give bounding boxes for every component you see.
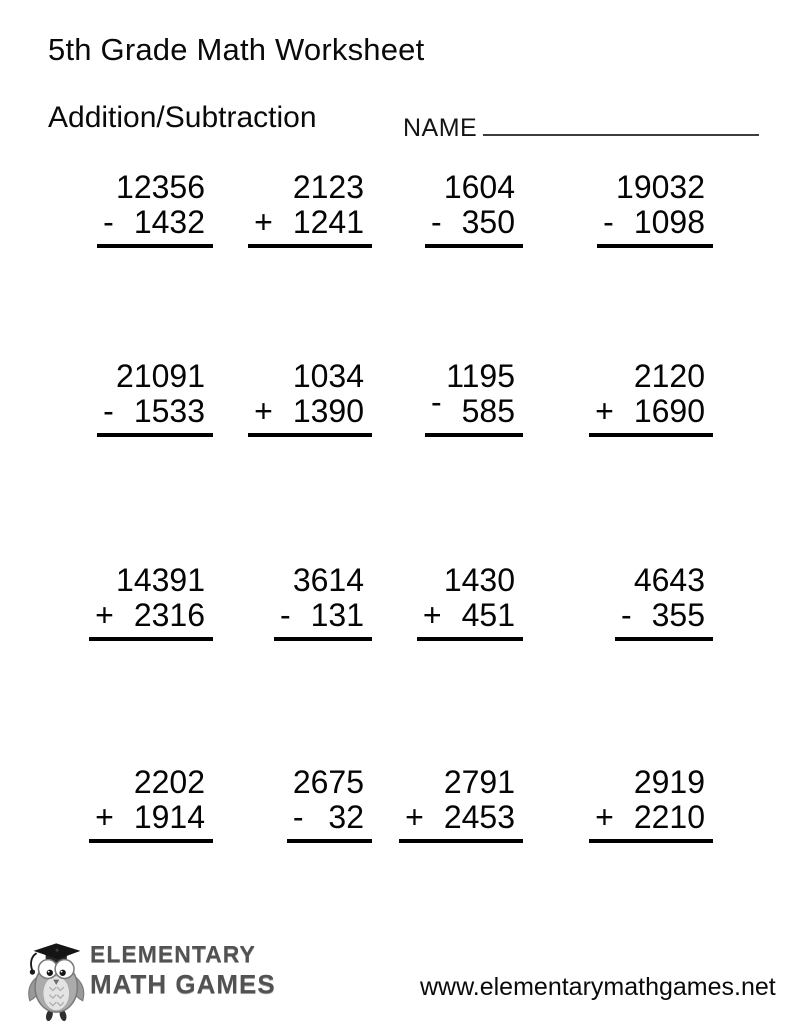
math-problem: 2919 +2210	[589, 765, 713, 843]
math-problem: 4643-355	[614, 562, 713, 641]
minus-operator: -	[603, 204, 614, 240]
bottom-operand: 2316	[133, 597, 205, 633]
plus-operator: +	[254, 393, 273, 429]
operator-and-bottom-operand: -1098	[603, 205, 705, 240]
math-problem: 2675-32	[286, 764, 372, 843]
top-operand: 2791	[443, 764, 515, 800]
operator-and-bottom-operand: -1432	[103, 205, 205, 240]
bottom-operand: 2453	[443, 799, 515, 835]
problems-row-3: 14391 +2316 3614-131 1430 +451 4643-355	[85, 563, 713, 641]
worksheet-subtitle: Addition/Subtraction	[48, 101, 317, 134]
math-problem: 12356-1432	[97, 170, 213, 248]
math-problem: 1604-350	[424, 169, 523, 248]
bottom-operand: 32	[328, 799, 364, 835]
math-problem: 19032-1098	[597, 170, 713, 248]
top-operand: 19032	[616, 169, 705, 205]
math-problem: 3614-131	[273, 562, 372, 641]
bottom-operand: 1914	[133, 799, 205, 835]
math-problem: 21091-1533	[97, 359, 213, 437]
problems-row-4: 2202 +1914 2675-32 2791 +2453 2919 +2210	[85, 765, 713, 843]
top-operand: 1430	[443, 562, 515, 598]
bottom-operand: 1533	[133, 393, 205, 429]
top-operand: 1604	[443, 169, 515, 205]
minus-operator: -	[620, 597, 632, 633]
plus-operator: +	[422, 597, 442, 633]
minus-operator: -	[103, 393, 114, 429]
plus-operator: +	[405, 799, 424, 835]
bottom-operand: 2210	[633, 799, 705, 835]
owl-graduate-icon	[28, 943, 85, 1022]
top-operand: 2202	[133, 764, 205, 800]
bottom-operand: 585	[461, 393, 515, 429]
operator-and-bottom-operand: +2453	[405, 800, 515, 835]
problems-row-2: 21091-1533 1034 +1390 1195-585 2120 +1690	[85, 359, 713, 437]
minus-operator: -	[103, 204, 114, 240]
minus-operator: -	[292, 799, 304, 835]
website-url: www.elementarymathgames.net	[420, 973, 776, 1001]
operator-and-bottom-operand: -350	[431, 205, 515, 240]
math-problem: 1195-585	[424, 358, 523, 437]
plus-operator: +	[595, 393, 614, 429]
logo-text-line1: ELEMENTARY	[90, 941, 256, 967]
operator-and-bottom-operand: -355	[621, 598, 705, 633]
minus-operator: -	[430, 204, 442, 240]
logo-text: ELEMENTARY MATH GAMES	[90, 941, 290, 1000]
problems-row-1: 12356-1432 2123 +1241 1604-350 19032-1098	[85, 170, 713, 248]
math-problem: 1034 +1390	[248, 359, 372, 437]
math-problem: 2123 +1241	[248, 170, 372, 248]
top-operand: 14391	[116, 562, 205, 598]
bottom-operand: 1432	[133, 204, 205, 240]
bottom-operand: 1241	[292, 204, 364, 240]
name-label: NAME	[403, 114, 478, 142]
operator-and-bottom-operand: -585	[431, 385, 515, 429]
plus-operator: +	[254, 204, 273, 240]
plus-operator: +	[95, 597, 114, 633]
bottom-operand: 1098	[633, 204, 705, 240]
plus-operator: +	[95, 799, 114, 835]
top-operand: 1195	[446, 358, 515, 394]
operator-and-bottom-operand: +1241	[254, 205, 364, 240]
operator-and-bottom-operand: +2316	[95, 598, 205, 633]
logo-text-line2: MATH GAMES	[90, 969, 276, 999]
top-operand: 2123	[292, 169, 364, 205]
bottom-operand: 131	[310, 597, 364, 633]
operator-and-bottom-operand: +1690	[595, 394, 705, 429]
top-operand: 2919	[633, 764, 705, 800]
plus-operator: +	[595, 799, 614, 835]
operator-and-bottom-operand: +451	[423, 598, 515, 633]
bottom-operand: 350	[461, 204, 515, 240]
name-block: NAME	[403, 109, 760, 143]
operator-and-bottom-operand: +2210	[595, 800, 705, 835]
operator-and-bottom-operand: +1914	[95, 800, 205, 835]
operator-and-bottom-operand: +1390	[254, 394, 364, 429]
math-problem: 1430 +451	[416, 562, 523, 641]
top-operand: 2120	[633, 358, 705, 394]
top-operand: 4643	[633, 562, 705, 598]
bottom-operand: 355	[651, 597, 705, 633]
minus-operator: -	[279, 597, 291, 633]
math-problem: 2120 +1690	[589, 359, 713, 437]
top-operand: 2675	[292, 764, 364, 800]
minus-operator: -	[430, 384, 442, 420]
top-operand: 21091	[116, 358, 205, 394]
math-problem: 2202 +1914	[89, 765, 213, 843]
name-fill-in-line	[483, 109, 760, 136]
page-title: 5th Grade Math Worksheet	[48, 32, 425, 67]
top-operand: 1034	[292, 358, 364, 394]
operator-and-bottom-operand: -131	[280, 598, 364, 633]
operator-and-bottom-operand: -1533	[103, 394, 205, 429]
top-operand: 12356	[116, 169, 205, 205]
math-problem: 2791 +2453	[399, 765, 523, 843]
bottom-operand: 1690	[633, 393, 705, 429]
bottom-operand: 1390	[292, 393, 364, 429]
bottom-operand: 451	[461, 597, 515, 633]
math-problem: 14391 +2316	[89, 563, 213, 641]
top-operand: 3614	[292, 562, 364, 598]
operator-and-bottom-operand: -32	[293, 800, 364, 835]
